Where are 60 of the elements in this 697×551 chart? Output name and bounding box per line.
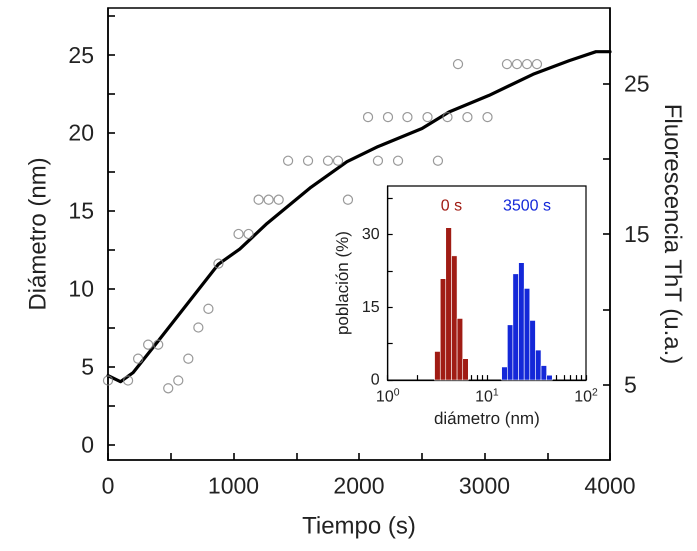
point (442, 112, 453, 122)
x-tick-label: 2000 (333, 472, 385, 498)
x-axis-title: diámetro (nm) (434, 409, 540, 428)
y-tick-label: 10 (68, 276, 94, 302)
x-tick-label: 0 (102, 472, 114, 498)
y-tick-label: 15 (68, 198, 94, 224)
point (482, 112, 493, 122)
point (193, 322, 204, 333)
point (243, 228, 254, 240)
text: 3500 s (502, 198, 551, 214)
point (322, 156, 334, 166)
x-tick-label: 1000 (208, 472, 260, 498)
point (213, 258, 224, 269)
point (362, 112, 374, 122)
point (392, 156, 404, 166)
point (163, 383, 174, 394)
point (432, 156, 444, 166)
point (382, 112, 394, 122)
point (203, 304, 214, 314)
y-tick-label: 20 (68, 120, 94, 146)
y-tick-label: 0 (370, 372, 380, 389)
y-tick-label: 0 (81, 431, 94, 458)
point (402, 112, 413, 122)
point (372, 156, 384, 166)
point (342, 194, 354, 205)
point (153, 340, 164, 350)
point (522, 59, 532, 70)
y-tick-label: 5 (81, 353, 94, 380)
point (173, 375, 184, 386)
y2-tick-label: 25 (624, 70, 650, 96)
point (233, 228, 244, 240)
series-label: 0 s (440, 198, 462, 214)
y-axis-title: Diámetro (nm) (24, 157, 52, 311)
y-tick-label: 25 (68, 42, 94, 68)
y-tick-label: 30 (362, 226, 380, 244)
x-tick-label: 4000 (584, 472, 636, 498)
point (302, 156, 314, 166)
point (512, 59, 522, 70)
point (264, 194, 274, 205)
point (143, 340, 154, 350)
y-axis-title: población (%) (333, 231, 352, 336)
x-axis-title: Tiempo (s) (302, 512, 416, 540)
x-tick-label: 3000 (458, 472, 510, 498)
y2-tick-label: 15 (624, 221, 650, 247)
point (452, 59, 464, 70)
point (102, 375, 114, 386)
point (422, 112, 433, 122)
point (532, 59, 542, 70)
y2-tick-label: 5 (624, 372, 637, 398)
point (462, 112, 473, 122)
point (183, 354, 194, 364)
point (332, 156, 344, 166)
y2-axis-title: Fluorescencia ThT (u.a.) (658, 104, 686, 364)
y-tick-label: 15 (362, 298, 380, 316)
point (254, 194, 264, 205)
point (133, 354, 144, 364)
point (502, 59, 512, 70)
point (122, 375, 134, 386)
point (274, 194, 284, 205)
point (283, 156, 294, 166)
